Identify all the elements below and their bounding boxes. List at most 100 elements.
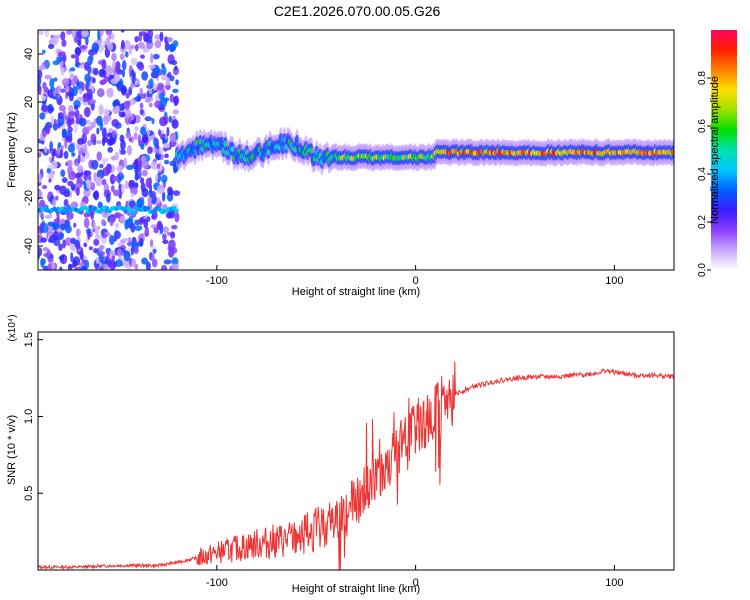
noise-blob (101, 59, 107, 70)
noise-blob (118, 171, 123, 176)
noise-blob (79, 45, 87, 50)
noise-blob (67, 144, 76, 153)
noise-blob (63, 150, 69, 160)
noise-blob (44, 30, 50, 38)
snr-frame (37, 331, 675, 571)
noise-blob (172, 190, 181, 196)
noise-blob (48, 156, 53, 163)
noise-blob (66, 30, 73, 35)
noise-blob (99, 79, 107, 85)
noise-blob (137, 42, 146, 49)
noise-blob (54, 195, 59, 201)
noise-blob (141, 187, 149, 198)
noise-blob (139, 126, 147, 136)
noise-blob (94, 234, 102, 240)
noise-blob (83, 188, 91, 198)
noise-blob (67, 126, 73, 133)
noise-blob (83, 106, 91, 118)
snr-ticks: -100 0 100 0.5 1.0 1.5 (23, 332, 624, 589)
noise-blob (164, 153, 169, 159)
noise-blob (103, 108, 110, 117)
noise-blob (163, 259, 172, 265)
noise-blob (92, 77, 96, 84)
noise-blob (168, 115, 173, 124)
snr-ylabel: SNR (10 * v/v) (6, 415, 18, 485)
noise-blob (42, 61, 48, 66)
noise-blob (38, 30, 45, 36)
noise-blob (109, 216, 114, 227)
noise-blob (157, 223, 163, 229)
noise-blob (124, 39, 131, 50)
noise-blob (112, 189, 121, 197)
noise-blob (101, 127, 107, 139)
noise-blob (172, 109, 179, 115)
noise-blob (62, 239, 67, 249)
heatmap-cells (38, 30, 674, 270)
noise-blob (44, 146, 48, 153)
noise-blob (52, 122, 58, 131)
noise-blob (99, 251, 106, 257)
noise-blob (58, 51, 66, 56)
noise-blob (130, 69, 135, 77)
noise-blob (134, 164, 139, 175)
noise-blob (72, 259, 78, 268)
noise-blob (115, 223, 120, 229)
noise-blob (148, 102, 153, 108)
noise-blob (163, 226, 169, 234)
noise-blob (49, 140, 54, 152)
noise-blob (40, 237, 47, 243)
noise-blob (134, 80, 139, 85)
noise-blob (38, 249, 41, 260)
noise-blob (147, 128, 151, 136)
noise-blob (168, 239, 176, 251)
colorbar-label: Normalized spectral amplitude (709, 76, 721, 224)
noise-blob (121, 111, 125, 117)
noise-blob (61, 177, 68, 183)
noise-blob (108, 259, 117, 270)
noise-blob (171, 263, 179, 270)
colorbar-tick-label: 0.2 (697, 215, 708, 229)
noise-blob (157, 82, 165, 91)
noise-blob (115, 63, 119, 73)
noise-blob (99, 164, 104, 169)
noise-blob (148, 177, 152, 186)
noise-blob (111, 119, 120, 127)
noise-blob (63, 255, 67, 264)
noise-blob (145, 261, 151, 270)
noise-blob (78, 87, 83, 95)
noise-blob (162, 233, 167, 241)
noise-blob (107, 137, 116, 145)
noise-blob (110, 32, 115, 41)
noise-blob (101, 218, 106, 226)
noise-blob (141, 257, 149, 265)
noise-blob (40, 258, 47, 265)
heatmap-ytick-label: 40 (23, 48, 35, 60)
noise-blob (57, 112, 64, 119)
snr-panel: -100 0 100 0.5 1.0 1.5 Height of straight lin… (6, 314, 675, 595)
colorbar-tick-label: 0.8 (697, 71, 708, 85)
heatmap-ytick-label: -20 (23, 190, 35, 206)
noise-blob (173, 95, 178, 107)
low-frequency-line-cell (173, 208, 179, 213)
noise-blob (148, 87, 153, 95)
noise-blob (61, 39, 67, 47)
noise-blob (93, 190, 100, 201)
noise-blob (112, 106, 120, 115)
noise-blob (137, 134, 142, 144)
colorbar: 0.0 0.2 0.4 0.6 0.8 Normalized spectral ampl… (697, 30, 737, 277)
noise-blob (159, 116, 168, 127)
heatmap-ytick-label: 0 (23, 147, 35, 153)
noise-blob (157, 184, 165, 195)
noise-blob (140, 54, 145, 59)
noise-blob (105, 192, 111, 203)
noise-blob (119, 215, 126, 224)
noise-blob (75, 228, 80, 238)
noise-blob (96, 151, 103, 162)
noise-blob (107, 146, 114, 153)
noise-blob (144, 226, 149, 237)
noise-blob (121, 69, 126, 78)
noise-blob (97, 60, 103, 65)
noise-blob (120, 85, 127, 94)
noise-blob (97, 225, 101, 230)
noise-blob (83, 143, 88, 154)
